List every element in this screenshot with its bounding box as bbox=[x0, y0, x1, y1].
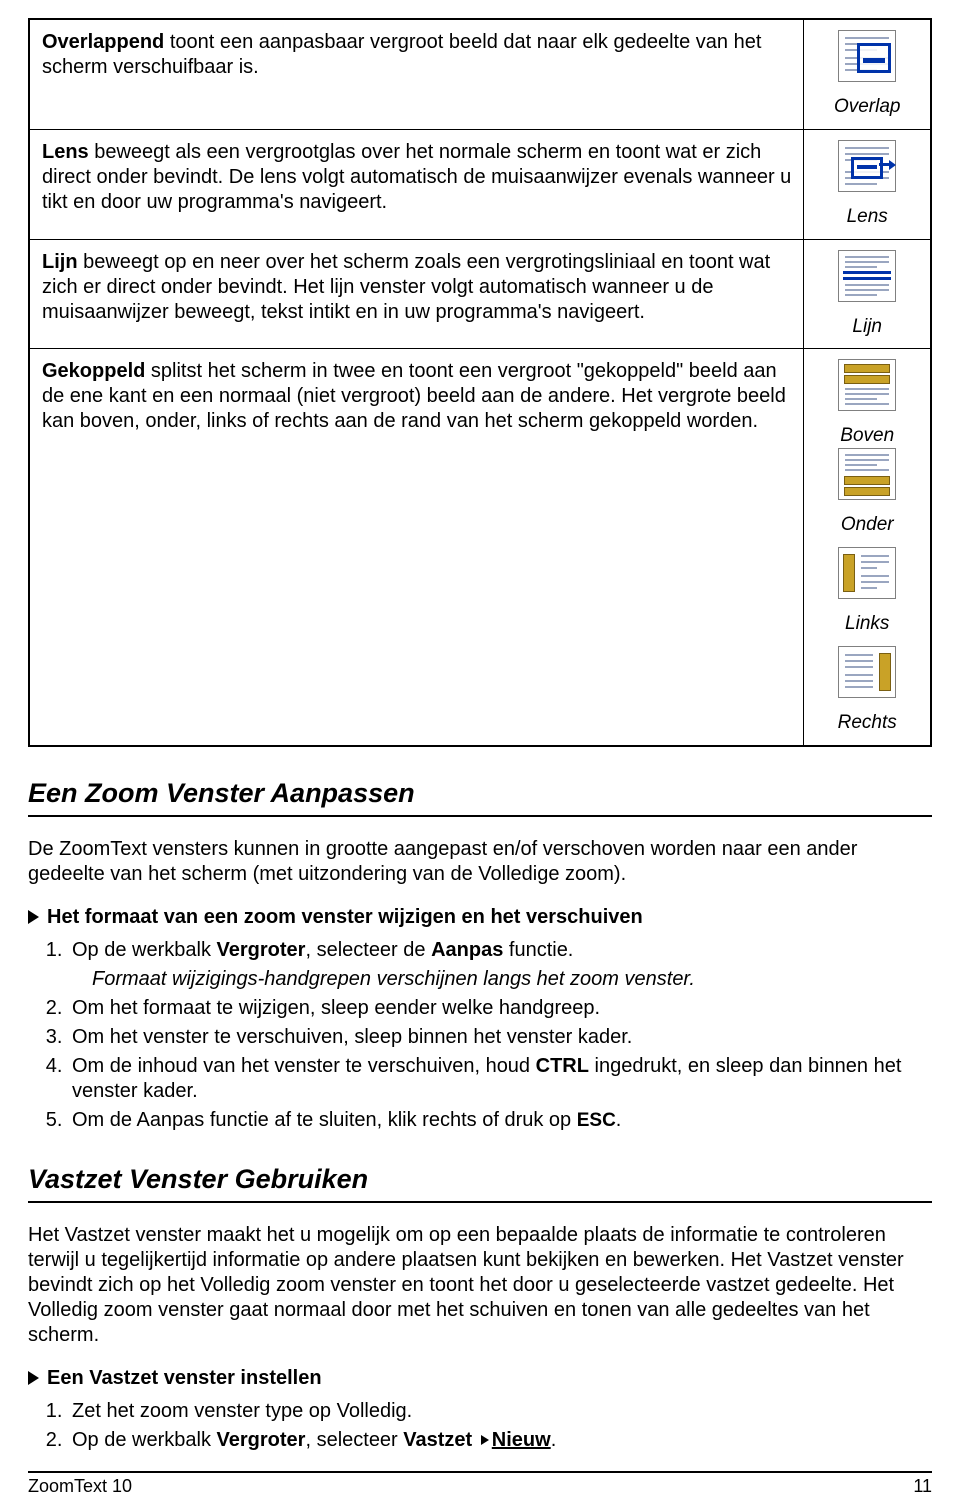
footer-right: 11 bbox=[913, 1475, 932, 1498]
rechts-icon bbox=[838, 646, 896, 698]
sec1-step1: Op de werkbalk Vergroter, selecteer de A… bbox=[68, 938, 932, 992]
section2-title: Vastzet Venster Gebruiken bbox=[28, 1163, 932, 1197]
section1-title: Een Zoom Venster Aanpassen bbox=[28, 777, 932, 811]
overlap-desc-cell: Overlappend toont een aanpasbaar vergroo… bbox=[29, 19, 804, 129]
section2-bullet-text: Een Vastzet venster instellen bbox=[47, 1367, 322, 1389]
section1-rule bbox=[28, 815, 932, 817]
overlap-bold: Overlappend bbox=[42, 31, 164, 53]
lens-icon bbox=[838, 140, 896, 192]
gekoppeld-icons-row1: Boven Onder bbox=[804, 349, 931, 747]
onder-icon bbox=[838, 448, 896, 500]
lijn-bold: Lijn bbox=[42, 251, 78, 273]
sec2-step1: Zet het zoom venster type op Volledig. bbox=[68, 1399, 932, 1424]
boven-caption: Boven bbox=[838, 424, 896, 448]
lens-desc-cell: Lens beweegt als een vergrootglas over h… bbox=[29, 129, 804, 239]
gekoppeld-desc-cell: Gekoppeld splitst het scherm in twee en … bbox=[29, 349, 804, 747]
onder-caption: Onder bbox=[838, 513, 896, 537]
lens-bold: Lens bbox=[42, 141, 89, 163]
triangle-icon bbox=[28, 910, 39, 924]
section2-bullet: Een Vastzet venster instellen bbox=[28, 1366, 932, 1391]
lens-text: beweegt als een vergrootglas over het no… bbox=[42, 141, 791, 213]
footer-left: ZoomText 10 bbox=[28, 1475, 132, 1498]
links-icon bbox=[838, 547, 896, 599]
sec1-step2: Om het formaat te wijzigen, sleep eender… bbox=[68, 996, 932, 1021]
links-caption: Links bbox=[838, 612, 896, 636]
sec2-step2: Op de werkbalk Vergroter, selecteer Vast… bbox=[68, 1428, 932, 1453]
triangle-icon bbox=[481, 1435, 489, 1445]
lijn-icon bbox=[838, 250, 896, 302]
section2-intro: Het Vastzet venster maakt het u mogelijk… bbox=[28, 1223, 932, 1348]
sec1-step1-ital: Formaat wijzigings-handgrepen verschijne… bbox=[92, 967, 932, 992]
overlap-caption: Overlap bbox=[816, 95, 918, 119]
sec1-step3: Om het venster te verschuiven, sleep bin… bbox=[68, 1025, 932, 1050]
overlap-icon-cell: Overlap bbox=[804, 19, 931, 129]
lens-caption: Lens bbox=[816, 205, 918, 229]
lijn-desc-cell: Lijn beweegt op en neer over het scherm … bbox=[29, 239, 804, 349]
boven-icon bbox=[838, 359, 896, 411]
sec1-step5: Om de Aanpas functie af te sluiten, klik… bbox=[68, 1108, 932, 1133]
page-footer: ZoomText 10 11 bbox=[28, 1471, 932, 1498]
gekoppeld-bold: Gekoppeld bbox=[42, 360, 145, 382]
lens-icon-cell: Lens bbox=[804, 129, 931, 239]
sec1-step4: Om de inhoud van het venster te verschui… bbox=[68, 1054, 932, 1104]
gekoppeld-text: splitst het scherm in twee en toont een … bbox=[42, 360, 786, 432]
section2-rule bbox=[28, 1201, 932, 1203]
overlap-icon bbox=[838, 30, 896, 82]
section1-intro: De ZoomText vensters kunnen in grootte a… bbox=[28, 837, 932, 887]
section1-steps: Op de werkbalk Vergroter, selecteer de A… bbox=[68, 938, 932, 1133]
triangle-icon bbox=[28, 1371, 39, 1385]
zoom-types-table: Overlappend toont een aanpasbaar vergroo… bbox=[28, 18, 932, 747]
section2-steps: Zet het zoom venster type op Volledig. O… bbox=[68, 1399, 932, 1453]
section1-bullet-text: Het formaat van een zoom venster wijzige… bbox=[47, 906, 643, 928]
section1-bullet: Het formaat van een zoom venster wijzige… bbox=[28, 905, 932, 930]
lijn-icon-cell: Lijn bbox=[804, 239, 931, 349]
rechts-caption: Rechts bbox=[838, 711, 897, 735]
lijn-caption: Lijn bbox=[816, 315, 918, 339]
lijn-text: beweegt op en neer over het scherm zoals… bbox=[42, 251, 770, 323]
